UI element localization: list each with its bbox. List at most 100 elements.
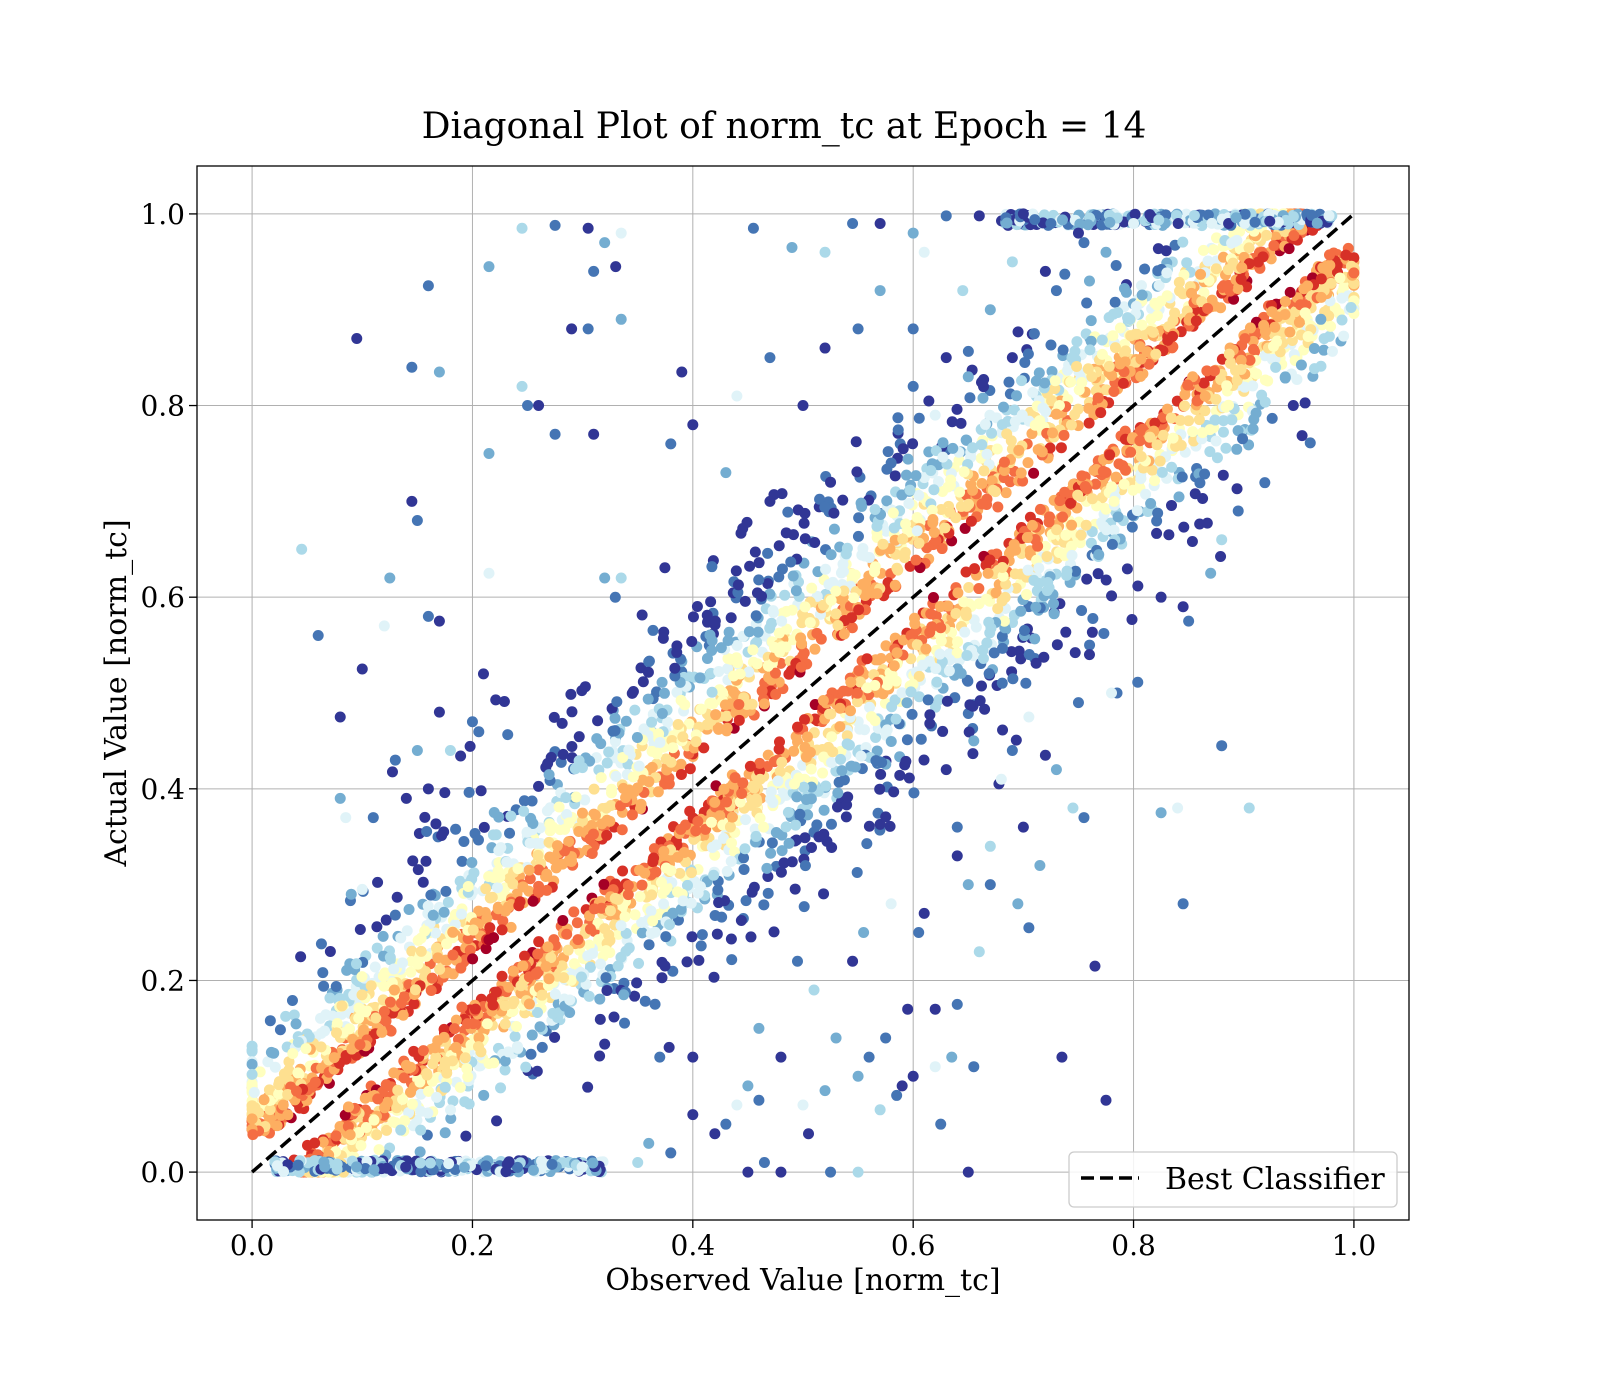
scatter-point: [788, 778, 800, 790]
scatter-point: [466, 856, 478, 868]
scatter-point: [631, 731, 643, 743]
scatter-point: [781, 605, 793, 617]
scatter-point: [339, 1109, 351, 1121]
scatter-point: [1232, 505, 1244, 517]
scatter-point: [1076, 470, 1088, 482]
scatter-point: [629, 704, 641, 716]
scatter-point: [1223, 399, 1235, 411]
scatter-point: [447, 949, 459, 961]
scatter-point: [1062, 364, 1074, 376]
scatter-point: [1106, 687, 1118, 699]
scatter-point: [1223, 348, 1235, 360]
scatter-point: [1013, 444, 1025, 456]
scatter-point: [568, 958, 580, 970]
scatter-point: [1066, 352, 1078, 364]
scatter-point: [770, 688, 782, 700]
scatter-point: [324, 992, 336, 1004]
scatter-point: [1017, 208, 1029, 220]
scatter-point: [565, 688, 577, 700]
scatter-point: [1177, 236, 1189, 248]
scatter-point: [762, 547, 774, 559]
scatter-point: [818, 804, 830, 816]
scatter-point: [356, 971, 368, 983]
scatter-point: [415, 1124, 427, 1136]
scatter-point: [455, 750, 467, 762]
scatter-point: [731, 1099, 743, 1111]
scatter-point: [1249, 216, 1261, 228]
scatter-point: [278, 1068, 290, 1080]
scatter-point: [986, 475, 998, 487]
scatter-point: [1136, 319, 1148, 331]
plot-frame: [196, 165, 1410, 1221]
scatter-point: [819, 1085, 831, 1097]
scatter-point: [1092, 568, 1104, 580]
scatter-point: [1291, 374, 1303, 386]
scatter-point: [400, 792, 412, 804]
scatter-point: [897, 533, 909, 545]
scatter-point: [850, 436, 862, 448]
scatter-point: [543, 769, 555, 781]
scatter-point: [463, 786, 475, 798]
scatter-point: [1047, 427, 1059, 439]
scatter-point: [1304, 437, 1316, 449]
scatter-point: [992, 501, 1004, 513]
scatter-point: [318, 1156, 330, 1168]
scatter-point: [579, 794, 591, 806]
scatter-point: [842, 791, 854, 803]
scatter-point: [1001, 428, 1013, 440]
scatter-point: [1006, 352, 1018, 364]
scatter-point: [1061, 565, 1073, 577]
scatter-point: [675, 903, 687, 915]
scatter-point: [984, 409, 996, 421]
scatter-point: [847, 217, 859, 229]
scatter-point: [799, 507, 811, 519]
scatter-point: [787, 529, 799, 541]
scatter-point: [1122, 312, 1134, 324]
scatter-point: [647, 915, 659, 927]
scatter-point: [900, 469, 912, 481]
scatter-point: [944, 506, 956, 518]
scatter-point: [392, 1084, 404, 1096]
scatter-point: [738, 863, 750, 875]
scatter-point: [1199, 390, 1211, 402]
scatter-point: [343, 1101, 355, 1113]
scatter-point: [633, 957, 645, 969]
scatter-point: [1030, 601, 1042, 613]
scatter-point: [937, 725, 949, 737]
scatter-point: [1019, 356, 1031, 368]
scatter-point: [765, 847, 777, 859]
scatter-point: [1118, 282, 1130, 294]
scatter-point: [372, 876, 384, 888]
scatter-point: [1079, 480, 1091, 492]
scatter-point: [1075, 529, 1087, 541]
scatter-point: [686, 635, 698, 647]
scatter-point: [1132, 580, 1144, 592]
scatter-point: [768, 926, 780, 938]
scatter-point: [719, 699, 731, 711]
scatter-point: [743, 666, 755, 678]
scatter-point: [770, 667, 782, 679]
scatter-point: [1205, 567, 1217, 579]
scatter-point: [901, 697, 913, 709]
scatter-point: [1224, 357, 1236, 369]
scatter-point: [915, 733, 927, 745]
scatter-point: [549, 1031, 561, 1043]
scatter-point: [658, 687, 670, 699]
scatter-point: [998, 615, 1010, 627]
scatter-point: [424, 1157, 436, 1169]
scatter-point: [746, 698, 758, 710]
scatter-point: [636, 916, 648, 928]
scatter-point: [1177, 601, 1189, 613]
scatter-point: [584, 961, 596, 973]
scatter-point: [837, 494, 849, 506]
scatter-point: [856, 500, 868, 512]
scatter-point: [1120, 464, 1132, 476]
scatter-point: [665, 756, 677, 768]
scatter-point: [622, 889, 634, 901]
scatter-point: [870, 654, 882, 666]
scatter-point: [756, 685, 768, 697]
scatter-point: [414, 1076, 426, 1088]
scatter-point: [642, 666, 654, 678]
scatter-point: [984, 840, 996, 852]
scatter-point: [1208, 365, 1220, 377]
